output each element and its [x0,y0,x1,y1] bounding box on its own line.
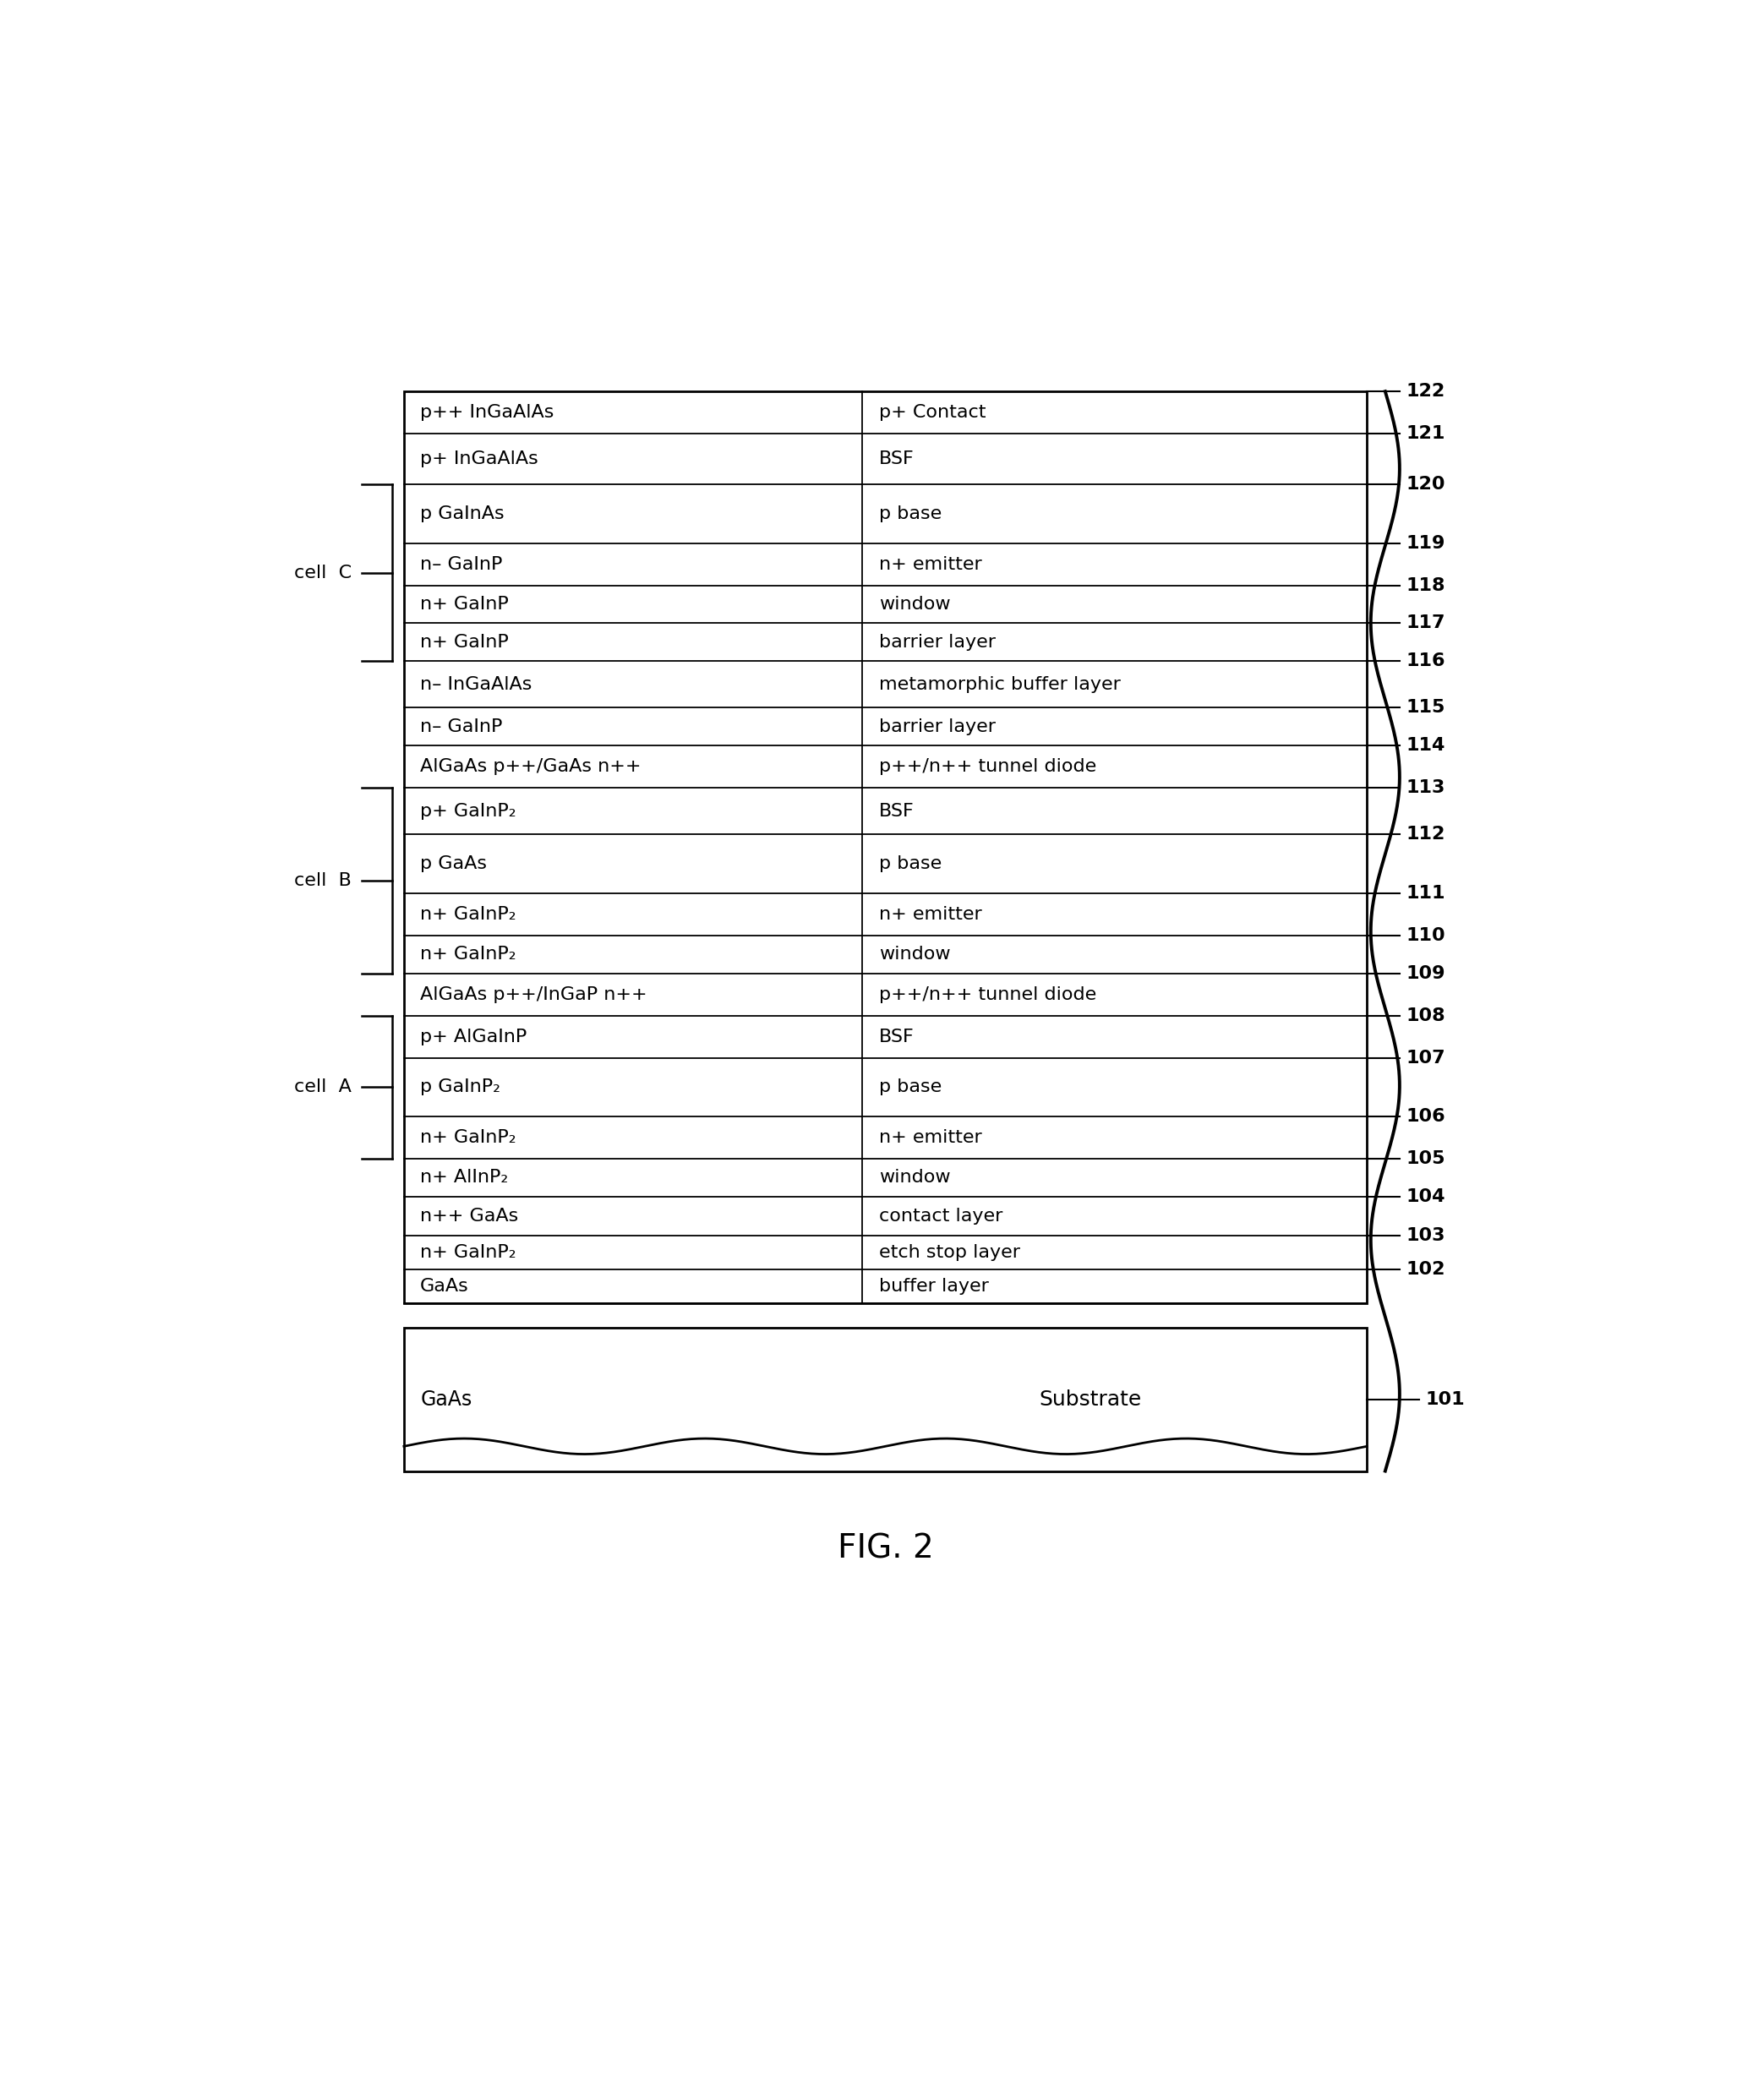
Text: 120: 120 [1406,475,1445,492]
Text: cell  B: cell B [295,872,351,888]
Text: n+ GaInP₂: n+ GaInP₂ [420,905,517,924]
Text: p base: p base [878,505,942,521]
Text: n+ GaInP₂: n+ GaInP₂ [420,947,517,963]
Text: n+ GaInP₂: n+ GaInP₂ [420,1130,517,1147]
Text: 106: 106 [1406,1107,1445,1124]
Text: p+ GaInP₂: p+ GaInP₂ [420,803,517,819]
Text: 111: 111 [1406,884,1445,901]
Text: p base: p base [878,855,942,872]
Text: p GaInAs: p GaInAs [420,505,505,521]
Text: 103: 103 [1406,1226,1445,1245]
Bar [404,392,1367,1303]
Text: 107: 107 [1406,1049,1445,1065]
Text: p+ Contact: p+ Contact [878,404,986,421]
Text: p GaInP₂: p GaInP₂ [420,1078,501,1095]
Text: cell  C: cell C [295,565,351,582]
Text: 102: 102 [1406,1261,1445,1278]
Text: 121: 121 [1406,425,1445,442]
Text: n++ GaAs: n++ GaAs [420,1207,519,1224]
Text: n+ GaInP: n+ GaInP [420,634,508,651]
Text: p++/n++ tunnel diode: p++/n++ tunnel diode [878,986,1095,1003]
Text: 117: 117 [1406,615,1445,632]
Text: 110: 110 [1406,928,1445,945]
Text: n+ GaInP: n+ GaInP [420,596,508,613]
Text: BSF: BSF [878,450,914,467]
Text: BSF: BSF [878,1028,914,1045]
Text: contact layer: contact layer [878,1207,1002,1224]
Text: n– GaInP: n– GaInP [420,717,503,736]
Text: 108: 108 [1406,1007,1445,1024]
Text: 114: 114 [1406,736,1445,755]
Text: n+ AlInP₂: n+ AlInP₂ [420,1170,508,1186]
Text: p+ AlGaInP: p+ AlGaInP [420,1028,527,1045]
Text: 119: 119 [1406,534,1445,553]
Text: n+ emitter: n+ emitter [878,557,983,573]
Text: barrier layer: barrier layer [878,717,995,736]
Text: GaAs: GaAs [420,1389,473,1409]
Text: GaAs: GaAs [420,1278,469,1295]
Text: window: window [878,596,951,613]
Text: p++/n++ tunnel diode: p++/n++ tunnel diode [878,759,1095,776]
Text: window: window [878,1170,951,1186]
Text: cell  A: cell A [295,1078,351,1095]
Text: AlGaAs p++/GaAs n++: AlGaAs p++/GaAs n++ [420,759,642,776]
Text: etch stop layer: etch stop layer [878,1245,1020,1261]
Text: n– InGaAlAs: n– InGaAlAs [420,676,533,692]
Text: 115: 115 [1406,698,1445,715]
Text: metamorphic buffer layer: metamorphic buffer layer [878,676,1120,692]
Text: buffer layer: buffer layer [878,1278,988,1295]
Text: 105: 105 [1406,1151,1445,1168]
Text: 118: 118 [1406,578,1445,594]
Text: 112: 112 [1406,826,1445,842]
Text: n– GaInP: n– GaInP [420,557,503,573]
Text: 113: 113 [1406,780,1445,796]
Bar [404,1328,1367,1472]
Text: 101: 101 [1425,1391,1466,1407]
Text: barrier layer: barrier layer [878,634,995,651]
Text: FIG. 2: FIG. 2 [838,1532,933,1566]
Text: p base: p base [878,1078,942,1095]
Text: p++ InGaAlAs: p++ InGaAlAs [420,404,554,421]
Text: BSF: BSF [878,803,914,819]
Text: 122: 122 [1406,384,1445,400]
Text: p GaAs: p GaAs [420,855,487,872]
Text: n+ emitter: n+ emitter [878,905,983,924]
Text: 116: 116 [1406,653,1445,669]
Text: n+ emitter: n+ emitter [878,1130,983,1147]
Text: p+ InGaAlAs: p+ InGaAlAs [420,450,538,467]
Text: n+ GaInP₂: n+ GaInP₂ [420,1245,517,1261]
Text: window: window [878,947,951,963]
Text: 109: 109 [1406,965,1445,982]
Text: Substrate: Substrate [1039,1389,1141,1409]
Text: AlGaAs p++/InGaP n++: AlGaAs p++/InGaP n++ [420,986,647,1003]
Text: 104: 104 [1406,1188,1445,1205]
